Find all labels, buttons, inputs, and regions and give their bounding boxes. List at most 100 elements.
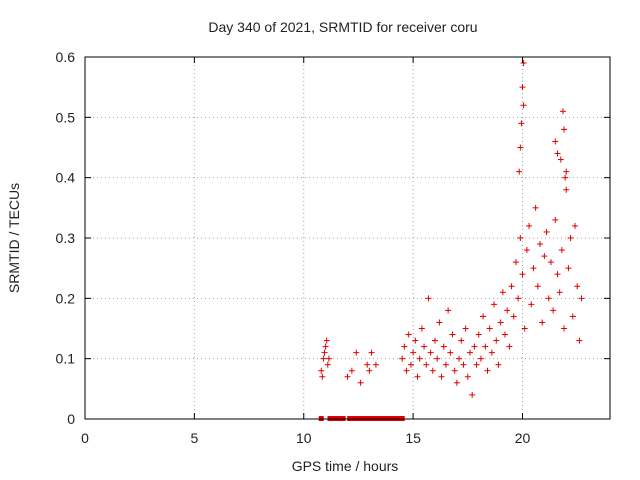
- data-point: [482, 343, 489, 350]
- data-point: [502, 331, 508, 338]
- data-point: [323, 337, 330, 344]
- data-point: [368, 349, 375, 356]
- data-point: [432, 337, 438, 344]
- data-point: [416, 355, 423, 362]
- data-point: [357, 379, 364, 386]
- data-point: [519, 84, 526, 91]
- data-point: [488, 349, 495, 356]
- y-tick-label: 0.5: [56, 109, 76, 125]
- y-tick-label: 0.2: [56, 290, 76, 306]
- data-point: [436, 319, 443, 326]
- data-point: [537, 241, 543, 248]
- data-point: [521, 325, 528, 332]
- y-tick-label: 0: [67, 411, 75, 427]
- data-point: [325, 355, 332, 362]
- data-point: [462, 325, 469, 332]
- data-point: [473, 361, 480, 368]
- data-point: [480, 313, 487, 320]
- data-point: [410, 349, 417, 356]
- data-point: [477, 355, 484, 362]
- data-point: [567, 235, 574, 241]
- data-point: [520, 60, 527, 67]
- data-point: [563, 168, 570, 175]
- data-point: [523, 247, 530, 254]
- data-point: [552, 138, 559, 145]
- data-point: [543, 228, 550, 235]
- data-point: [486, 325, 493, 332]
- y-axis: 0 0.1 0.2 0.3 0.4 0.5 0.6: [56, 49, 610, 427]
- data-point: [364, 361, 371, 368]
- data-point: [558, 247, 565, 254]
- data-point: [353, 349, 360, 356]
- data-point: [497, 319, 504, 326]
- data-point: [545, 295, 552, 302]
- x-tick-label: 20: [515, 430, 531, 446]
- data-point: [506, 343, 513, 350]
- data-point: [576, 337, 583, 344]
- data-point: [399, 355, 406, 362]
- data-point: [541, 253, 548, 260]
- data-point: [561, 325, 568, 332]
- data-point: [510, 313, 517, 320]
- x-tick-label: 10: [296, 430, 312, 446]
- data-point: [475, 331, 482, 338]
- y-tick-label: 0.6: [56, 49, 76, 65]
- data-point: [539, 319, 546, 326]
- data-point: [517, 235, 524, 241]
- data-point: [320, 355, 327, 362]
- data-point: [438, 373, 445, 380]
- data-point: [407, 361, 414, 368]
- x-axis-label: GPS time / hours: [292, 458, 399, 474]
- data-point: [574, 283, 581, 290]
- data-point: [565, 265, 572, 272]
- data-point: [322, 343, 329, 350]
- data-point: [526, 222, 533, 229]
- data-point: [423, 361, 430, 368]
- data-point: [569, 313, 576, 320]
- data-point: [552, 216, 559, 223]
- data-point: [344, 373, 351, 380]
- data-point: [554, 150, 561, 157]
- data-point: [557, 156, 564, 163]
- data-point: [484, 367, 491, 374]
- data-point: [504, 307, 511, 314]
- data-point: [491, 301, 498, 308]
- data-point: [556, 289, 563, 296]
- data-point: [530, 265, 537, 272]
- data-point: [528, 301, 535, 308]
- data-point: [550, 307, 557, 314]
- data-point: [520, 102, 527, 109]
- data-point: [464, 373, 471, 380]
- y-axis-label: SRMTID / TECUs: [6, 183, 22, 293]
- data-point: [429, 367, 436, 374]
- y-tick-label: 0.4: [56, 170, 76, 186]
- data-point: [508, 283, 515, 290]
- data-point: [434, 355, 441, 362]
- data-point: [534, 283, 541, 290]
- y-tick-label: 0.3: [56, 230, 76, 246]
- data-point: [561, 126, 568, 133]
- data-point: [547, 259, 554, 266]
- data-point: [425, 295, 432, 302]
- x-tick-label: 5: [190, 430, 198, 446]
- data-point: [401, 343, 408, 350]
- data-point: [405, 331, 412, 338]
- data-point: [421, 343, 428, 350]
- data-point: [495, 361, 502, 368]
- data-point: [366, 367, 373, 374]
- data-point: [515, 295, 522, 302]
- x-axis: 0 5 10 15 20: [81, 57, 530, 446]
- data-point: [493, 337, 500, 344]
- data-point: [442, 361, 449, 368]
- data-point: [427, 349, 434, 356]
- data-point: [403, 367, 410, 374]
- data-point: [447, 349, 454, 356]
- data-point: [471, 343, 478, 350]
- data-point: [563, 186, 570, 193]
- data-point: [412, 337, 419, 344]
- data-point: [578, 295, 585, 302]
- data-point: [418, 325, 425, 332]
- data-point: [572, 222, 578, 229]
- data-point: [460, 361, 467, 368]
